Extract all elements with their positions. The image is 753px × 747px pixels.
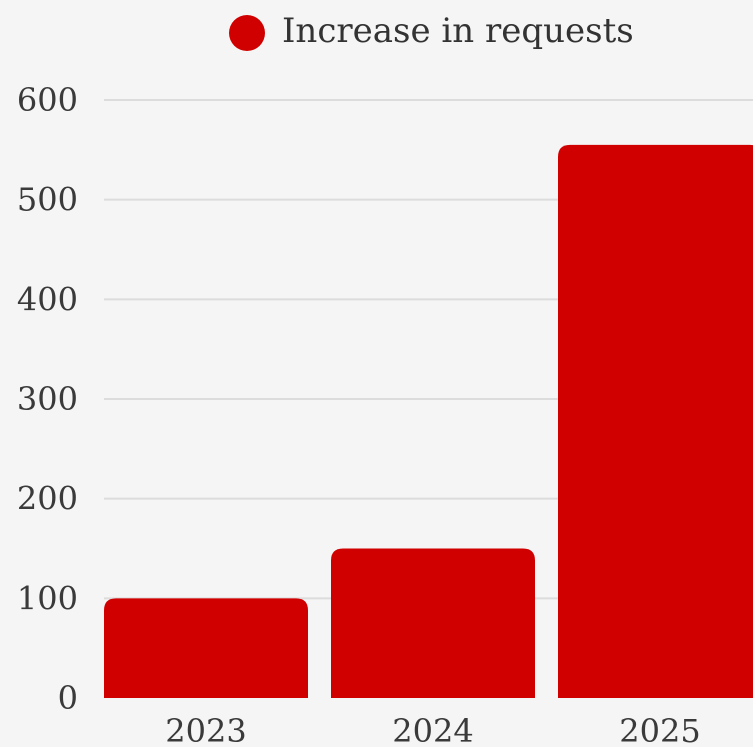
y-tick-label: 500 xyxy=(17,181,78,219)
legend-label: Increase in requests xyxy=(282,11,634,51)
y-tick-label: 0 xyxy=(58,679,78,717)
x-tick-label: 2024 xyxy=(392,712,473,747)
y-tick-label: 100 xyxy=(17,579,78,617)
y-tick-label: 300 xyxy=(17,380,78,418)
bar-2023 xyxy=(104,598,308,698)
legend-marker xyxy=(229,15,265,51)
bars xyxy=(104,144,753,698)
y-axis-tick-labels: 0 100 200 300 400 500 600 xyxy=(17,81,78,717)
y-tick-label: 200 xyxy=(17,480,78,518)
x-tick-label: 2023 xyxy=(165,712,246,747)
bar-2025 xyxy=(558,144,753,698)
y-tick-label: 400 xyxy=(17,280,78,318)
legend: Increase in requests xyxy=(229,11,634,51)
x-tick-label: 2025 xyxy=(619,712,700,747)
bar-2024 xyxy=(331,548,535,698)
x-axis-tick-labels: 2023 2024 2025 xyxy=(165,712,700,747)
y-tick-label: 600 xyxy=(17,81,78,119)
